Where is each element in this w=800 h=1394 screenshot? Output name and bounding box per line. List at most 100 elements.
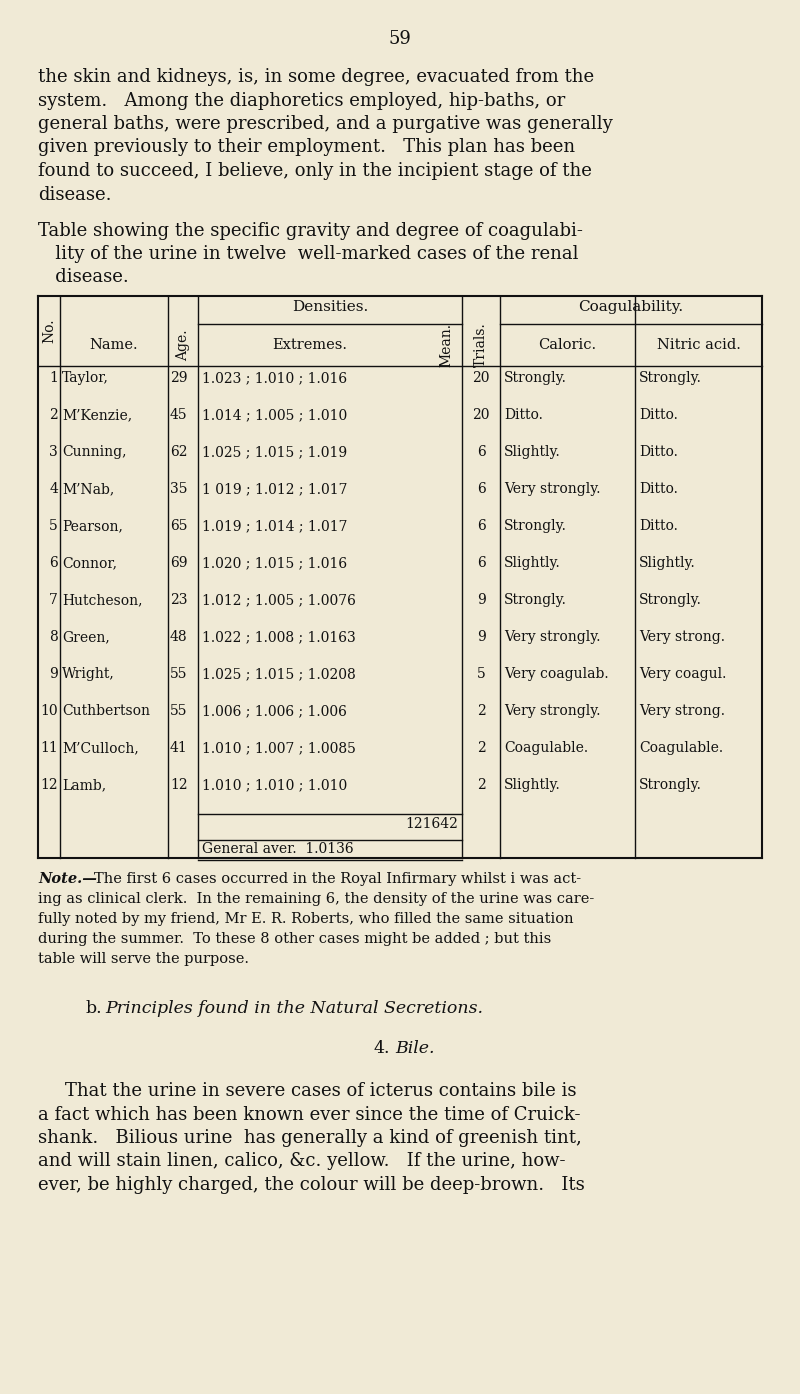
Text: 7: 7 — [49, 592, 58, 606]
Text: 1.010 ; 1.010 ; 1.010: 1.010 ; 1.010 ; 1.010 — [202, 778, 347, 792]
Text: Note.—: Note.— — [38, 873, 97, 887]
Text: 69: 69 — [170, 556, 187, 570]
Text: Slightly.: Slightly. — [639, 556, 696, 570]
Text: 1.010 ; 1.007 ; 1.0085: 1.010 ; 1.007 ; 1.0085 — [202, 742, 356, 756]
Text: 10: 10 — [40, 704, 58, 718]
Text: Very coagul.: Very coagul. — [639, 666, 726, 682]
Text: 2: 2 — [477, 778, 486, 792]
Text: and will stain linen, calico, &c. yellow.   If the urine, how-: and will stain linen, calico, &c. yellow… — [38, 1153, 566, 1171]
Text: general baths, were prescribed, and a purgative was generally: general baths, were prescribed, and a pu… — [38, 114, 613, 132]
Text: General aver.  1.0136: General aver. 1.0136 — [202, 842, 354, 856]
Text: Name.: Name. — [90, 337, 138, 353]
Text: The first 6 cases occurred in the Royal Infirmary whilst i was act-: The first 6 cases occurred in the Royal … — [94, 873, 581, 887]
Text: Coagulable.: Coagulable. — [504, 742, 588, 756]
Text: 121642: 121642 — [405, 817, 458, 831]
Text: Strongly.: Strongly. — [639, 371, 702, 385]
Text: Connor,: Connor, — [62, 556, 117, 570]
Text: 1.025 ; 1.015 ; 1.0208: 1.025 ; 1.015 ; 1.0208 — [202, 666, 356, 682]
Text: lity of the urine in twelve  well-marked cases of the renal: lity of the urine in twelve well-marked … — [38, 245, 578, 263]
Text: system.   Among the diaphoretics employed, hip-baths, or: system. Among the diaphoretics employed,… — [38, 92, 566, 110]
Text: 6: 6 — [477, 556, 486, 570]
Text: 11: 11 — [40, 742, 58, 756]
Text: 20: 20 — [472, 371, 490, 385]
Text: Cuthbertson: Cuthbertson — [62, 704, 150, 718]
Text: 1.019 ; 1.014 ; 1.017: 1.019 ; 1.014 ; 1.017 — [202, 519, 347, 533]
Text: 5: 5 — [477, 666, 486, 682]
Text: shank.   Bilious urine  has generally a kind of greenish tint,: shank. Bilious urine has generally a kin… — [38, 1129, 582, 1147]
Text: 45: 45 — [170, 408, 188, 422]
Text: Hutcheson,: Hutcheson, — [62, 592, 142, 606]
Text: 1.020 ; 1.015 ; 1.016: 1.020 ; 1.015 ; 1.016 — [202, 556, 347, 570]
Text: M’Culloch,: M’Culloch, — [62, 742, 138, 756]
Text: Taylor,: Taylor, — [62, 371, 109, 385]
Text: 2: 2 — [50, 408, 58, 422]
Text: 29: 29 — [170, 371, 187, 385]
Text: 48: 48 — [170, 630, 188, 644]
Text: 2: 2 — [477, 742, 486, 756]
Text: 35: 35 — [170, 482, 187, 496]
Text: 1: 1 — [49, 371, 58, 385]
Text: Green,: Green, — [62, 630, 110, 644]
Text: 55: 55 — [170, 666, 187, 682]
Text: Slightly.: Slightly. — [504, 556, 561, 570]
Text: Nitric acid.: Nitric acid. — [657, 337, 741, 353]
Text: M’Nab,: M’Nab, — [62, 482, 114, 496]
Text: 1.006 ; 1.006 ; 1.006: 1.006 ; 1.006 ; 1.006 — [202, 704, 347, 718]
Text: Table showing the specific gravity and degree of coagulabi-: Table showing the specific gravity and d… — [38, 222, 583, 240]
Text: 6: 6 — [477, 519, 486, 533]
Text: Mean.: Mean. — [439, 323, 453, 367]
Text: 9: 9 — [477, 630, 486, 644]
Text: table will serve the purpose.: table will serve the purpose. — [38, 952, 249, 966]
Text: Strongly.: Strongly. — [639, 592, 702, 606]
Text: Very strongly.: Very strongly. — [504, 482, 601, 496]
Text: 1.012 ; 1.005 ; 1.0076: 1.012 ; 1.005 ; 1.0076 — [202, 592, 356, 606]
Text: 9: 9 — [50, 666, 58, 682]
Text: 3: 3 — [50, 445, 58, 459]
Text: 23: 23 — [170, 592, 187, 606]
Text: Cunning,: Cunning, — [62, 445, 126, 459]
Text: 1 019 ; 1.012 ; 1.017: 1 019 ; 1.012 ; 1.017 — [202, 482, 347, 496]
Text: Strongly.: Strongly. — [504, 592, 567, 606]
Text: b.: b. — [85, 999, 102, 1018]
Text: Lamb,: Lamb, — [62, 778, 106, 792]
Text: Wright,: Wright, — [62, 666, 114, 682]
Text: 1.023 ; 1.010 ; 1.016: 1.023 ; 1.010 ; 1.016 — [202, 371, 347, 385]
Text: 41: 41 — [170, 742, 188, 756]
Text: Caloric.: Caloric. — [538, 337, 597, 353]
Text: M’Kenzie,: M’Kenzie, — [62, 408, 132, 422]
Text: Densities.: Densities. — [292, 300, 368, 314]
Text: found to succeed, I believe, only in the incipient stage of the: found to succeed, I believe, only in the… — [38, 162, 592, 180]
Text: given previously to their employment.   This plan has been: given previously to their employment. Th… — [38, 138, 575, 156]
Text: disease.: disease. — [38, 185, 111, 204]
Text: 6: 6 — [477, 445, 486, 459]
Text: Principles found in the Natural Secretions.: Principles found in the Natural Secretio… — [105, 999, 483, 1018]
Text: Very coagulab.: Very coagulab. — [504, 666, 609, 682]
Text: 20: 20 — [472, 408, 490, 422]
Text: Very strongly.: Very strongly. — [504, 630, 601, 644]
Text: ing as clinical clerk.  In the remaining 6, the density of the urine was care-: ing as clinical clerk. In the remaining … — [38, 892, 594, 906]
Text: during the summer.  To these 8 other cases might be added ; but this: during the summer. To these 8 other case… — [38, 933, 551, 947]
Text: Trials.: Trials. — [474, 322, 488, 368]
Text: Strongly.: Strongly. — [504, 371, 567, 385]
Text: 6: 6 — [477, 482, 486, 496]
Text: fully noted by my friend, Mr E. R. Roberts, who filled the same situation: fully noted by my friend, Mr E. R. Rober… — [38, 912, 574, 926]
Text: ever, be highly charged, the colour will be deep-brown.   Its: ever, be highly charged, the colour will… — [38, 1177, 585, 1195]
Text: Age.: Age. — [176, 329, 190, 361]
Text: 5: 5 — [50, 519, 58, 533]
Text: Very strong.: Very strong. — [639, 704, 725, 718]
Text: Extremes.: Extremes. — [273, 337, 347, 353]
Text: 1.014 ; 1.005 ; 1.010: 1.014 ; 1.005 ; 1.010 — [202, 408, 347, 422]
Text: a fact which has been known ever since the time of Cruick-: a fact which has been known ever since t… — [38, 1105, 581, 1124]
Text: 9: 9 — [477, 592, 486, 606]
Text: Bile.: Bile. — [395, 1040, 434, 1057]
Text: Coagulability.: Coagulability. — [578, 300, 683, 314]
Text: Ditto.: Ditto. — [639, 408, 678, 422]
Text: 4.: 4. — [374, 1040, 390, 1057]
Text: Ditto.: Ditto. — [639, 519, 678, 533]
Text: 65: 65 — [170, 519, 187, 533]
Text: 62: 62 — [170, 445, 187, 459]
Text: Coagulable.: Coagulable. — [639, 742, 723, 756]
Text: Very strong.: Very strong. — [639, 630, 725, 644]
Text: Ditto.: Ditto. — [504, 408, 543, 422]
Text: 1.022 ; 1.008 ; 1.0163: 1.022 ; 1.008 ; 1.0163 — [202, 630, 356, 644]
